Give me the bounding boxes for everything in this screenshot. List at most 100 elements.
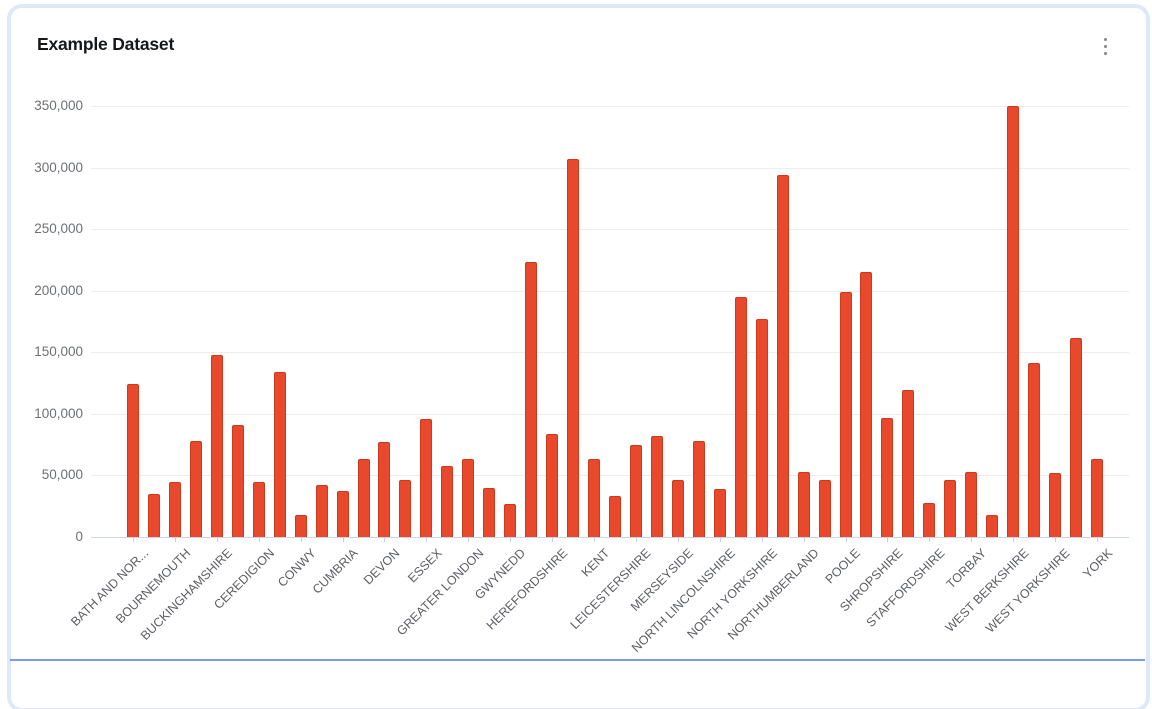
bar[interactable] — [546, 433, 559, 537]
bar[interactable] — [839, 291, 852, 537]
bar[interactable] — [441, 465, 454, 537]
bar[interactable] — [483, 487, 496, 537]
bar[interactable] — [231, 424, 244, 537]
gridline — [91, 290, 1129, 292]
y-axis-tick-label: 200,000 — [34, 282, 83, 298]
x-axis-label: POOLE — [823, 546, 864, 587]
bar[interactable] — [797, 471, 810, 537]
x-axis-tick — [1013, 537, 1015, 542]
bar[interactable] — [252, 481, 265, 537]
gridline — [91, 475, 1129, 477]
bar[interactable] — [818, 480, 831, 537]
x-axis-tick — [133, 537, 134, 542]
x-axis-line — [91, 537, 1129, 538]
bar[interactable] — [986, 514, 999, 537]
y-axis-tick-label: 100,000 — [34, 405, 83, 421]
y-axis-tick-label: 250,000 — [34, 221, 83, 237]
x-axis-label: BOURNEMOUTH — [112, 546, 193, 627]
bar[interactable] — [923, 502, 936, 537]
x-axis-tick — [552, 537, 554, 542]
gridline — [91, 229, 1129, 231]
x-axis-tick — [635, 537, 637, 542]
bar[interactable] — [944, 480, 957, 537]
x-axis-tick — [971, 537, 973, 542]
bar[interactable] — [336, 491, 349, 537]
x-axis-label: KENT — [578, 546, 612, 580]
x-axis-tick — [1055, 537, 1057, 542]
bar[interactable] — [147, 493, 160, 537]
y-axis-tick-label: 300,000 — [34, 159, 83, 175]
x-axis-tick — [845, 537, 847, 542]
x-axis-tick — [468, 537, 470, 542]
gridline — [91, 106, 1129, 107]
x-axis-label: ESSEX — [404, 546, 445, 586]
bar[interactable] — [1091, 459, 1103, 537]
x-axis-tick — [300, 537, 302, 542]
x-axis-tick — [216, 537, 218, 542]
bar[interactable] — [734, 296, 747, 537]
y-axis-tick-label: 50,000 — [41, 467, 83, 483]
chart-title: Example Dataset — [37, 34, 175, 54]
y-axis-tick-label: 350,000 — [34, 98, 83, 113]
bar[interactable] — [525, 262, 538, 537]
bar[interactable] — [650, 436, 663, 537]
x-axis-tick — [929, 537, 931, 542]
bar[interactable] — [1028, 363, 1041, 537]
gridline — [91, 413, 1129, 415]
bar-chart-plot: 0 50,000 100,000 150,000 200,000 250,000 300,0… — [34, 98, 1129, 655]
bar[interactable] — [273, 372, 286, 537]
x-axis-tick — [803, 537, 805, 542]
x-axis-tick — [174, 537, 176, 542]
x-axis-label: WEST YORKSHIRE — [983, 546, 1073, 636]
chart-card: Example Dataset 0 50,000 100,000 150,000 200… — [10, 7, 1147, 709]
more-options-button[interactable] — [1092, 32, 1118, 60]
x-axis-tick — [761, 537, 763, 542]
bar[interactable] — [189, 440, 202, 537]
bar[interactable] — [713, 488, 726, 537]
x-axis-label: DEVON — [361, 546, 403, 588]
kebab-menu-icon — [1103, 37, 1107, 55]
bar[interactable] — [860, 272, 873, 537]
gridline — [91, 167, 1129, 169]
x-axis-label: STAFFORDSHIRE — [863, 546, 948, 630]
gridline — [91, 352, 1129, 354]
y-axis-tick-label: 150,000 — [34, 344, 83, 360]
x-axis-tick — [1097, 537, 1098, 542]
bar[interactable] — [755, 319, 768, 537]
bar[interactable] — [692, 440, 705, 537]
bar[interactable] — [567, 158, 580, 537]
x-axis-tick — [719, 537, 721, 542]
bar[interactable] — [588, 459, 601, 537]
bar[interactable] — [168, 481, 181, 537]
y-axis-tick-label: 0 — [75, 529, 83, 544]
bar[interactable] — [965, 471, 978, 537]
x-axis-label: YORK — [1079, 546, 1115, 581]
bar[interactable] — [504, 503, 517, 537]
bar[interactable] — [629, 444, 642, 537]
bar[interactable] — [609, 496, 621, 537]
bar[interactable] — [1049, 472, 1062, 537]
x-axis-tick — [594, 537, 596, 542]
bar[interactable] — [776, 174, 789, 537]
x-axis-tick — [510, 537, 512, 542]
x-axis-label: BATH AND NOR... — [67, 546, 151, 629]
x-axis-tick — [426, 537, 428, 542]
x-axis-tick — [887, 537, 889, 542]
x-axis-tick — [677, 537, 679, 542]
x-axis-label: HEREFORDSHIRE — [483, 546, 571, 633]
x-axis-label: LEICESTERSHIRE — [567, 546, 654, 633]
bar[interactable] — [462, 459, 475, 537]
bar[interactable] — [1070, 337, 1083, 537]
bar[interactable] — [881, 417, 894, 537]
bar[interactable] — [210, 354, 223, 537]
bar[interactable] — [399, 480, 412, 537]
bar[interactable] — [420, 418, 433, 537]
bar[interactable] — [902, 390, 915, 537]
bar[interactable] — [315, 485, 328, 537]
bar[interactable] — [357, 459, 370, 537]
bar[interactable] — [378, 442, 391, 537]
bar[interactable] — [1007, 106, 1020, 537]
bar[interactable] — [294, 514, 307, 537]
bar[interactable] — [671, 480, 684, 537]
bar[interactable] — [127, 384, 139, 537]
